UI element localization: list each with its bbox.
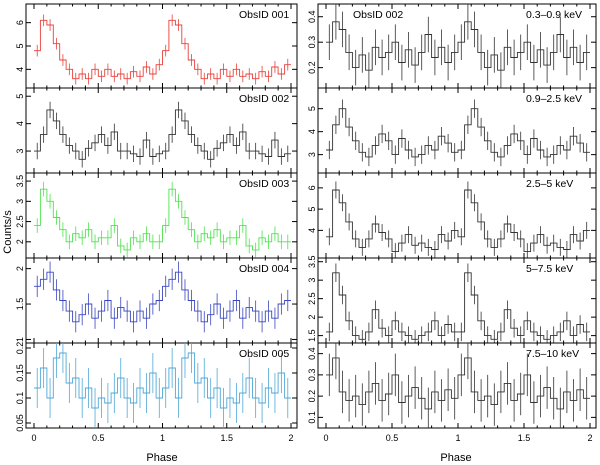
panel-right-1: 0.2 0.3 0.4 ObsID 002 0.3–0.9 keV <box>307 3 597 89</box>
y-tick-label: 0.1 <box>307 411 317 424</box>
y-tick-label: 6 <box>307 185 317 190</box>
y-tick-label: 0.4 <box>307 347 317 360</box>
y-tick-label: 4 <box>307 129 317 134</box>
x-tick-label: 0 <box>31 433 36 443</box>
y-tick-label: 3.5 <box>307 255 317 268</box>
x-axis-title-left: Phase <box>146 452 177 464</box>
panel-obsid-label: ObsID 004 <box>239 263 289 275</box>
y-tick-label: 5 <box>15 43 25 48</box>
profile-curve <box>326 357 590 410</box>
panel-right-2: 3 4 5 0.9–2.5 keV <box>307 87 597 174</box>
panel-obsid-label: ObsID 002 <box>239 93 289 105</box>
panel-energy-band: 5–7.5 keV <box>526 263 573 275</box>
y-tick-label: 6 <box>15 20 25 25</box>
panel-obsid-label: ObsID 003 <box>239 178 289 190</box>
y-tick-label: 2 <box>307 315 317 320</box>
panel-energy-band: 2.5–5 keV <box>526 178 573 190</box>
profile-curve <box>34 109 291 160</box>
y-tick-label: 0.15 <box>15 364 25 382</box>
x-tick-label: 0.5 <box>92 433 105 443</box>
x-tick-label: 2 <box>587 433 592 443</box>
y-tick-label: 0.3 <box>307 36 317 49</box>
panel-left-1: 4 5 6 ObsID 001 <box>15 3 298 89</box>
panels-group: 4 5 6 ObsID 001 3 4 5 ObsID 002 2 2.5 3 3.5 ObsID 00… <box>15 3 597 443</box>
panel-left-3: 2 2.5 3 3.5 ObsID 003 <box>15 172 298 259</box>
y-tick-label: 1 <box>15 337 25 342</box>
panel-energy-band: 0.3–0.9 keV <box>526 9 582 21</box>
y-tick-label: 2 <box>15 266 25 271</box>
panel-left-5: 0 0.5 1 1.5 2 0.05 0.1 0.15 0.2 ObsID 005 <box>15 342 298 443</box>
y-tick-label: 3 <box>307 278 317 283</box>
y-tick-label: 0.1 <box>15 392 25 405</box>
profile-curve <box>326 189 590 253</box>
x-tick-label: 0 <box>323 433 328 443</box>
panel-right-4: 1.5 2 2.5 3 3.5 5–7.5 keV <box>307 255 597 344</box>
panel-energy-band: 0.9–2.5 keV <box>526 93 582 105</box>
panel-right-3: 4 5 6 2.5–5 keV <box>307 172 597 259</box>
y-tick-label: 3 <box>15 199 25 204</box>
y-tick-label: 0.2 <box>307 390 317 403</box>
panel-obsid-label: ObsID 005 <box>239 348 289 360</box>
profile-curve <box>326 108 590 158</box>
y-tick-label: 0.2 <box>15 342 25 355</box>
panel-frame <box>25 342 298 429</box>
profile-curve <box>34 352 291 409</box>
profile-curve <box>34 188 291 251</box>
y-tick-label: 3.5 <box>15 175 25 188</box>
x-tick-label: 1.5 <box>518 433 531 443</box>
y-tick-label: 1.5 <box>307 329 317 342</box>
y-tick-label: 0.05 <box>15 414 25 432</box>
y-tick-label: 2.5 <box>15 215 25 228</box>
y-tick-label: 5 <box>307 207 317 212</box>
panel-obsid-label: ObsID 002 <box>353 9 403 21</box>
panel-left-4: 1 1.5 2 ObsID 004 <box>15 257 298 344</box>
panel-left-2: 3 4 5 ObsID 002 <box>15 87 298 174</box>
panel-right-5: 0 0.5 1 1.5 2 0.1 0.2 0.3 0.4 7.5–10 keV <box>307 342 597 443</box>
y-tick-label: 5 <box>15 94 25 99</box>
y-tick-label: 3 <box>15 149 25 154</box>
y-tick-label: 2.5 <box>307 292 317 305</box>
profile-curve <box>326 272 590 340</box>
y-tick-label: 4 <box>15 121 25 126</box>
profile-curve <box>326 21 590 71</box>
panel-energy-band: 7.5–10 keV <box>526 348 579 360</box>
y-axis-title: Counts/s <box>2 210 14 254</box>
y-tick-label: 5 <box>307 106 317 111</box>
profile-curve <box>34 19 291 80</box>
x-tick-label: 2 <box>288 433 293 443</box>
x-tick-label: 0.5 <box>386 433 399 443</box>
x-tick-label: 1 <box>160 433 165 443</box>
x-tick-label: 1 <box>455 433 460 443</box>
profile-curve <box>34 271 291 323</box>
x-axis-title-right: Phase <box>440 452 471 464</box>
x-tick-label: 1.5 <box>220 433 233 443</box>
y-tick-label: 0.4 <box>307 10 317 23</box>
y-tick-label: 4 <box>307 228 317 233</box>
panel-obsid-label: ObsID 001 <box>239 9 289 21</box>
y-tick-label: 1.5 <box>15 298 25 311</box>
y-tick-label: 0.2 <box>307 61 317 74</box>
y-tick-label: 2 <box>15 239 25 244</box>
y-tick-label: 3 <box>307 152 317 157</box>
y-tick-label: 4 <box>15 67 25 72</box>
panel-frame <box>317 342 597 429</box>
y-tick-label: 0.3 <box>307 369 317 382</box>
